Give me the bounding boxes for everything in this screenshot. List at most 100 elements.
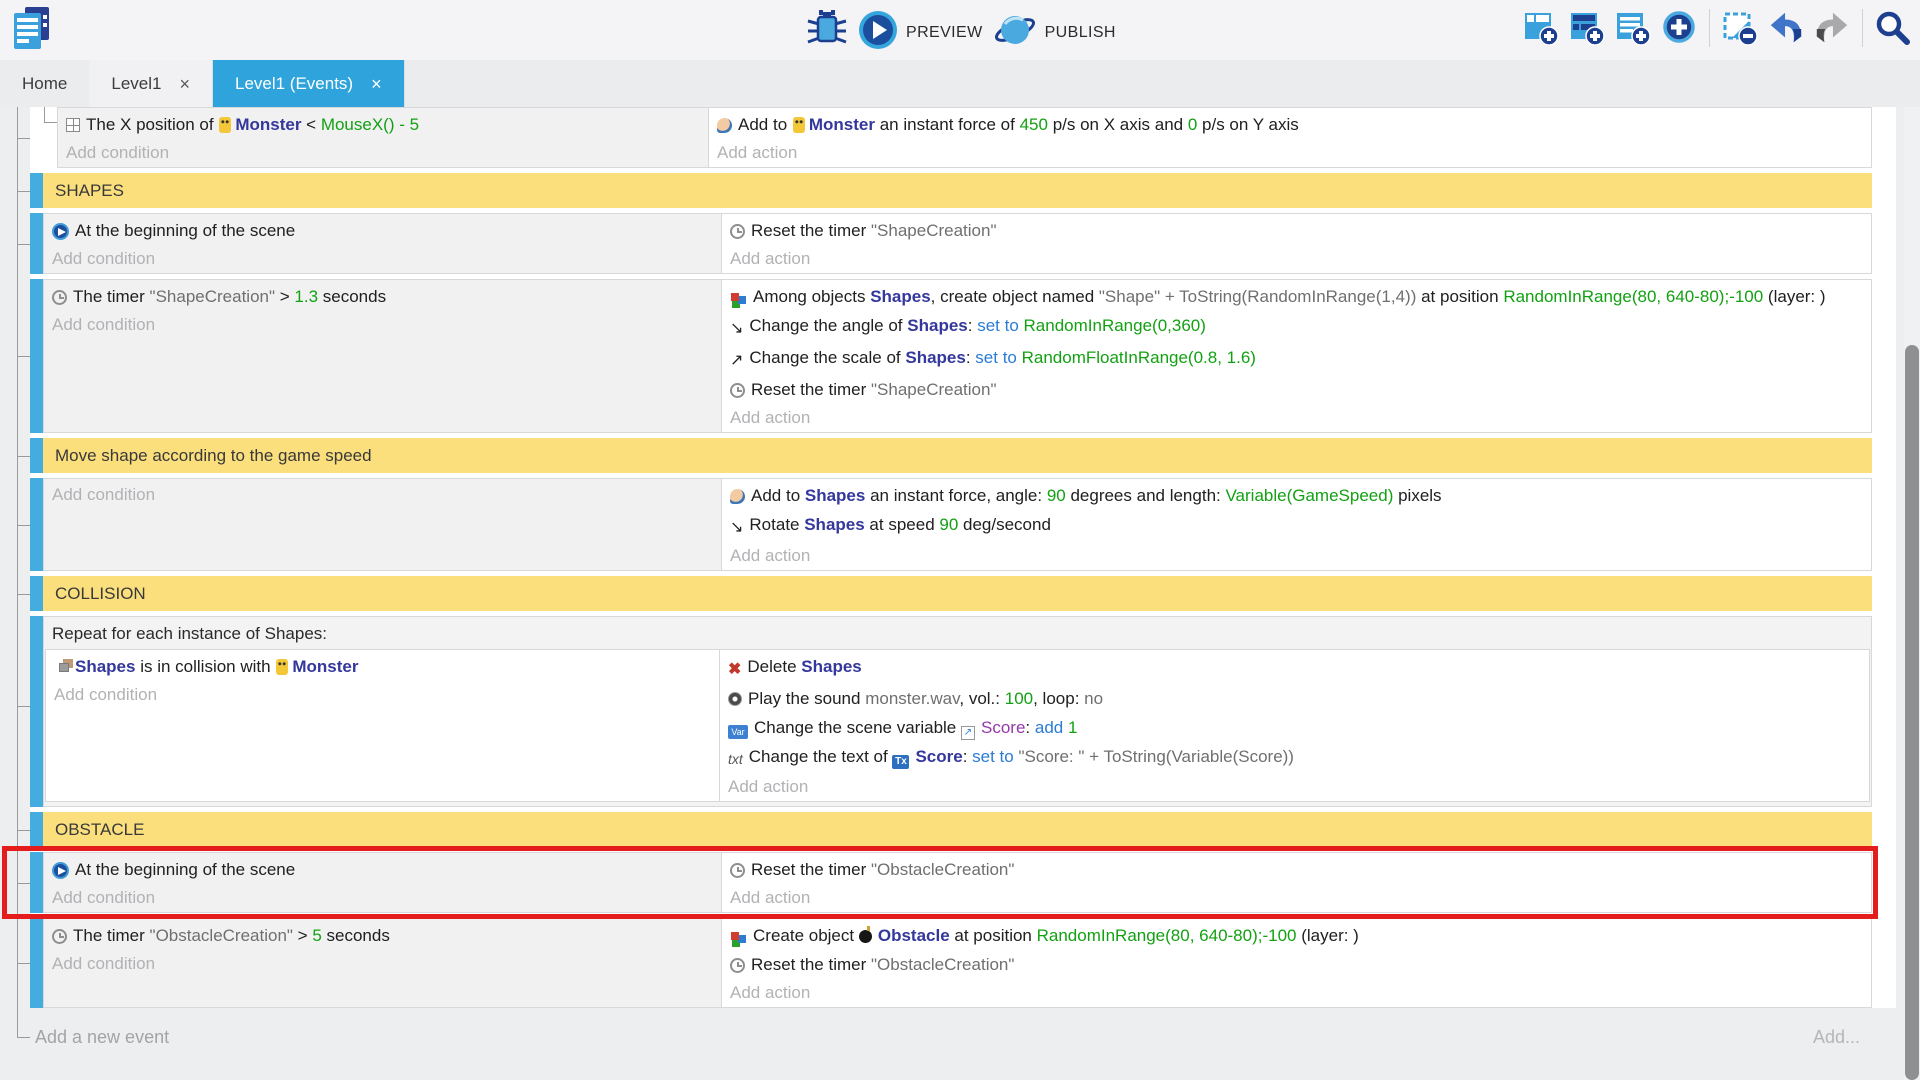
event-selection-bar[interactable]: [30, 576, 43, 611]
text-segment: Reset the timer: [751, 221, 871, 240]
event-selection-bar[interactable]: [30, 279, 43, 433]
group-header[interactable]: SHAPES: [43, 173, 1872, 208]
add-action-link[interactable]: Add action: [730, 983, 811, 1002]
text-segment: MouseX() - 5: [320, 115, 420, 134]
actions-cell[interactable]: Create object Obstacle at position Rando…: [722, 919, 1871, 1007]
add-condition-link[interactable]: Add condition: [52, 954, 156, 973]
text-segment: 90: [939, 515, 959, 534]
actions-cell[interactable]: Add to Monster an instant force of 450 p…: [709, 108, 1871, 167]
action-line[interactable]: Change the angle of Shapes: set to Rando…: [730, 313, 1861, 342]
action-line[interactable]: Play the sound monster.wav, vol.: 100, l…: [728, 686, 1859, 712]
add-new-event-link[interactable]: Add a new event: [35, 1027, 170, 1047]
redo-button[interactable]: [1813, 8, 1851, 48]
conditions-cell[interactable]: Add condition: [44, 479, 722, 570]
add-condition-link[interactable]: Add condition: [52, 485, 156, 504]
app-logo-icon[interactable]: [8, 5, 56, 55]
scrollbar-thumb[interactable]: [1905, 345, 1919, 1080]
undo-button[interactable]: [1767, 8, 1805, 48]
condition-line[interactable]: At the beginning of the scene: [52, 218, 711, 244]
conditions-cell[interactable]: At the beginning of the scene Add conditi…: [44, 853, 722, 912]
group-header[interactable]: COLLISION: [43, 576, 1872, 611]
conditions-cell[interactable]: Shapes is in collision with Monster Add c…: [46, 650, 720, 801]
event-selection-bar[interactable]: [30, 173, 43, 208]
condition-line[interactable]: The timer "ShapeCreation" > 1.3 seconds: [52, 284, 711, 310]
action-line[interactable]: Reset the timer "ObstacleCreation": [730, 952, 1861, 978]
preview-play-icon: [858, 10, 898, 55]
tab-level1[interactable]: Level1 ×: [89, 60, 213, 107]
text-segment: Among objects: [753, 287, 871, 306]
add-condition-link[interactable]: Add condition: [52, 888, 156, 907]
event-selection-bar[interactable]: [30, 616, 43, 807]
scrollbar-track[interactable]: [1904, 107, 1920, 1080]
add-more-link[interactable]: Add...: [1812, 1027, 1860, 1047]
debug-button[interactable]: [806, 8, 848, 57]
add-action-link[interactable]: Add action: [728, 777, 809, 796]
conditions-cell[interactable]: At the beginning of the scene Add conditi…: [44, 214, 722, 273]
event-selection-bar[interactable]: [30, 918, 43, 1008]
repeat-label[interactable]: Repeat for each instance of Shapes:: [52, 624, 328, 643]
add-subevent-button[interactable]: [1568, 8, 1606, 48]
add-action-link[interactable]: Add action: [730, 408, 811, 427]
conditions-cell[interactable]: The timer "ObstacleCreation" > 5 seconds…: [44, 919, 722, 1007]
delete-selection-button[interactable]: [1721, 8, 1759, 48]
group-header[interactable]: Move shape according to the game speed: [43, 438, 1872, 473]
actions-cell[interactable]: Reset the timer "ObstacleCreation" Add ac…: [722, 853, 1871, 912]
event-selection-bar[interactable]: [30, 213, 43, 274]
action-line[interactable]: Change the text of Score: set to "Score:…: [728, 744, 1859, 772]
action-line[interactable]: Change the scene variable Score: add 1: [728, 715, 1859, 741]
actions-cell[interactable]: Delete Shapes Play the sound monster.wav,…: [720, 650, 1869, 801]
add-action-link[interactable]: Add action: [730, 888, 811, 907]
search-button[interactable]: [1874, 8, 1912, 48]
action-line[interactable]: Reset the timer "ShapeCreation": [730, 377, 1861, 403]
scale-icon: [730, 347, 743, 374]
add-event-button[interactable]: [1522, 8, 1560, 48]
event-selection-bar[interactable]: [30, 852, 43, 913]
event-selection-bar[interactable]: [30, 478, 43, 571]
action-line[interactable]: Change the scale of Shapes: set to Rando…: [730, 345, 1861, 374]
action-line[interactable]: Reset the timer "ObstacleCreation": [730, 857, 1861, 883]
preview-button[interactable]: PREVIEW: [858, 10, 983, 55]
action-line[interactable]: Reset the timer "ShapeCreation": [730, 218, 1861, 244]
tree-tick: [17, 706, 30, 707]
add-condition-link[interactable]: Add condition: [54, 685, 158, 704]
text-segment: "ObstacleCreation": [149, 926, 293, 945]
tab-home[interactable]: Home: [0, 60, 89, 107]
text-segment: "Shape" + ToString(RandomInRange(1,4)): [1098, 287, 1417, 306]
action-line[interactable]: Create object Obstacle at position Rando…: [730, 923, 1861, 949]
actions-cell[interactable]: Among objects Shapes, create object name…: [722, 280, 1871, 432]
text-segment: (layer: ): [1763, 287, 1826, 306]
close-icon[interactable]: ×: [179, 73, 190, 94]
conditions-cell[interactable]: The timer "ShapeCreation" > 1.3 seconds A…: [44, 280, 722, 432]
event-selection-bar[interactable]: [30, 812, 43, 847]
undo-icon: [1770, 12, 1802, 43]
condition-line[interactable]: Shapes is in collision with Monster: [54, 654, 709, 680]
add-action-link[interactable]: Add action: [730, 249, 811, 268]
actions-cell[interactable]: Add to Shapes an instant force, angle: 9…: [722, 479, 1871, 570]
variable-icon: [728, 725, 748, 739]
action-line[interactable]: Rotate Shapes at speed 90 deg/second: [730, 512, 1861, 541]
add-action-link[interactable]: Add action: [717, 143, 798, 162]
action-line[interactable]: Add to Shapes an instant force, angle: 9…: [730, 483, 1861, 509]
conditions-cell[interactable]: The X position of Monster < MouseX() - 5…: [58, 108, 709, 167]
actions-cell[interactable]: Reset the timer "ShapeCreation" Add actio…: [722, 214, 1871, 273]
tree-tick: [17, 456, 30, 457]
close-icon[interactable]: ×: [371, 73, 382, 94]
event-selection-bar[interactable]: [30, 438, 43, 473]
add-subevent-icon: [1571, 13, 1605, 46]
condition-line[interactable]: The X position of Monster < MouseX() - 5: [66, 112, 698, 138]
condition-line[interactable]: At the beginning of the scene: [52, 857, 711, 883]
text-segment: at speed: [864, 515, 940, 534]
action-line[interactable]: Among objects Shapes, create object name…: [730, 284, 1861, 310]
add-condition-link[interactable]: Add condition: [66, 143, 170, 162]
action-line[interactable]: Add to Monster an instant force of 450 p…: [717, 112, 1861, 138]
add-circle-button[interactable]: [1660, 8, 1698, 48]
add-action-link[interactable]: Add action: [730, 546, 811, 565]
add-condition-link[interactable]: Add condition: [52, 249, 156, 268]
action-line[interactable]: Delete Shapes: [728, 654, 1859, 683]
condition-line[interactable]: The timer "ObstacleCreation" > 5 seconds: [52, 923, 711, 949]
add-condition-link[interactable]: Add condition: [52, 315, 156, 334]
publish-button[interactable]: PUBLISH: [993, 10, 1116, 55]
add-comment-button[interactable]: [1614, 8, 1652, 48]
tab-level1-events[interactable]: Level1 (Events) ×: [212, 60, 405, 107]
group-header[interactable]: OBSTACLE: [43, 812, 1872, 847]
